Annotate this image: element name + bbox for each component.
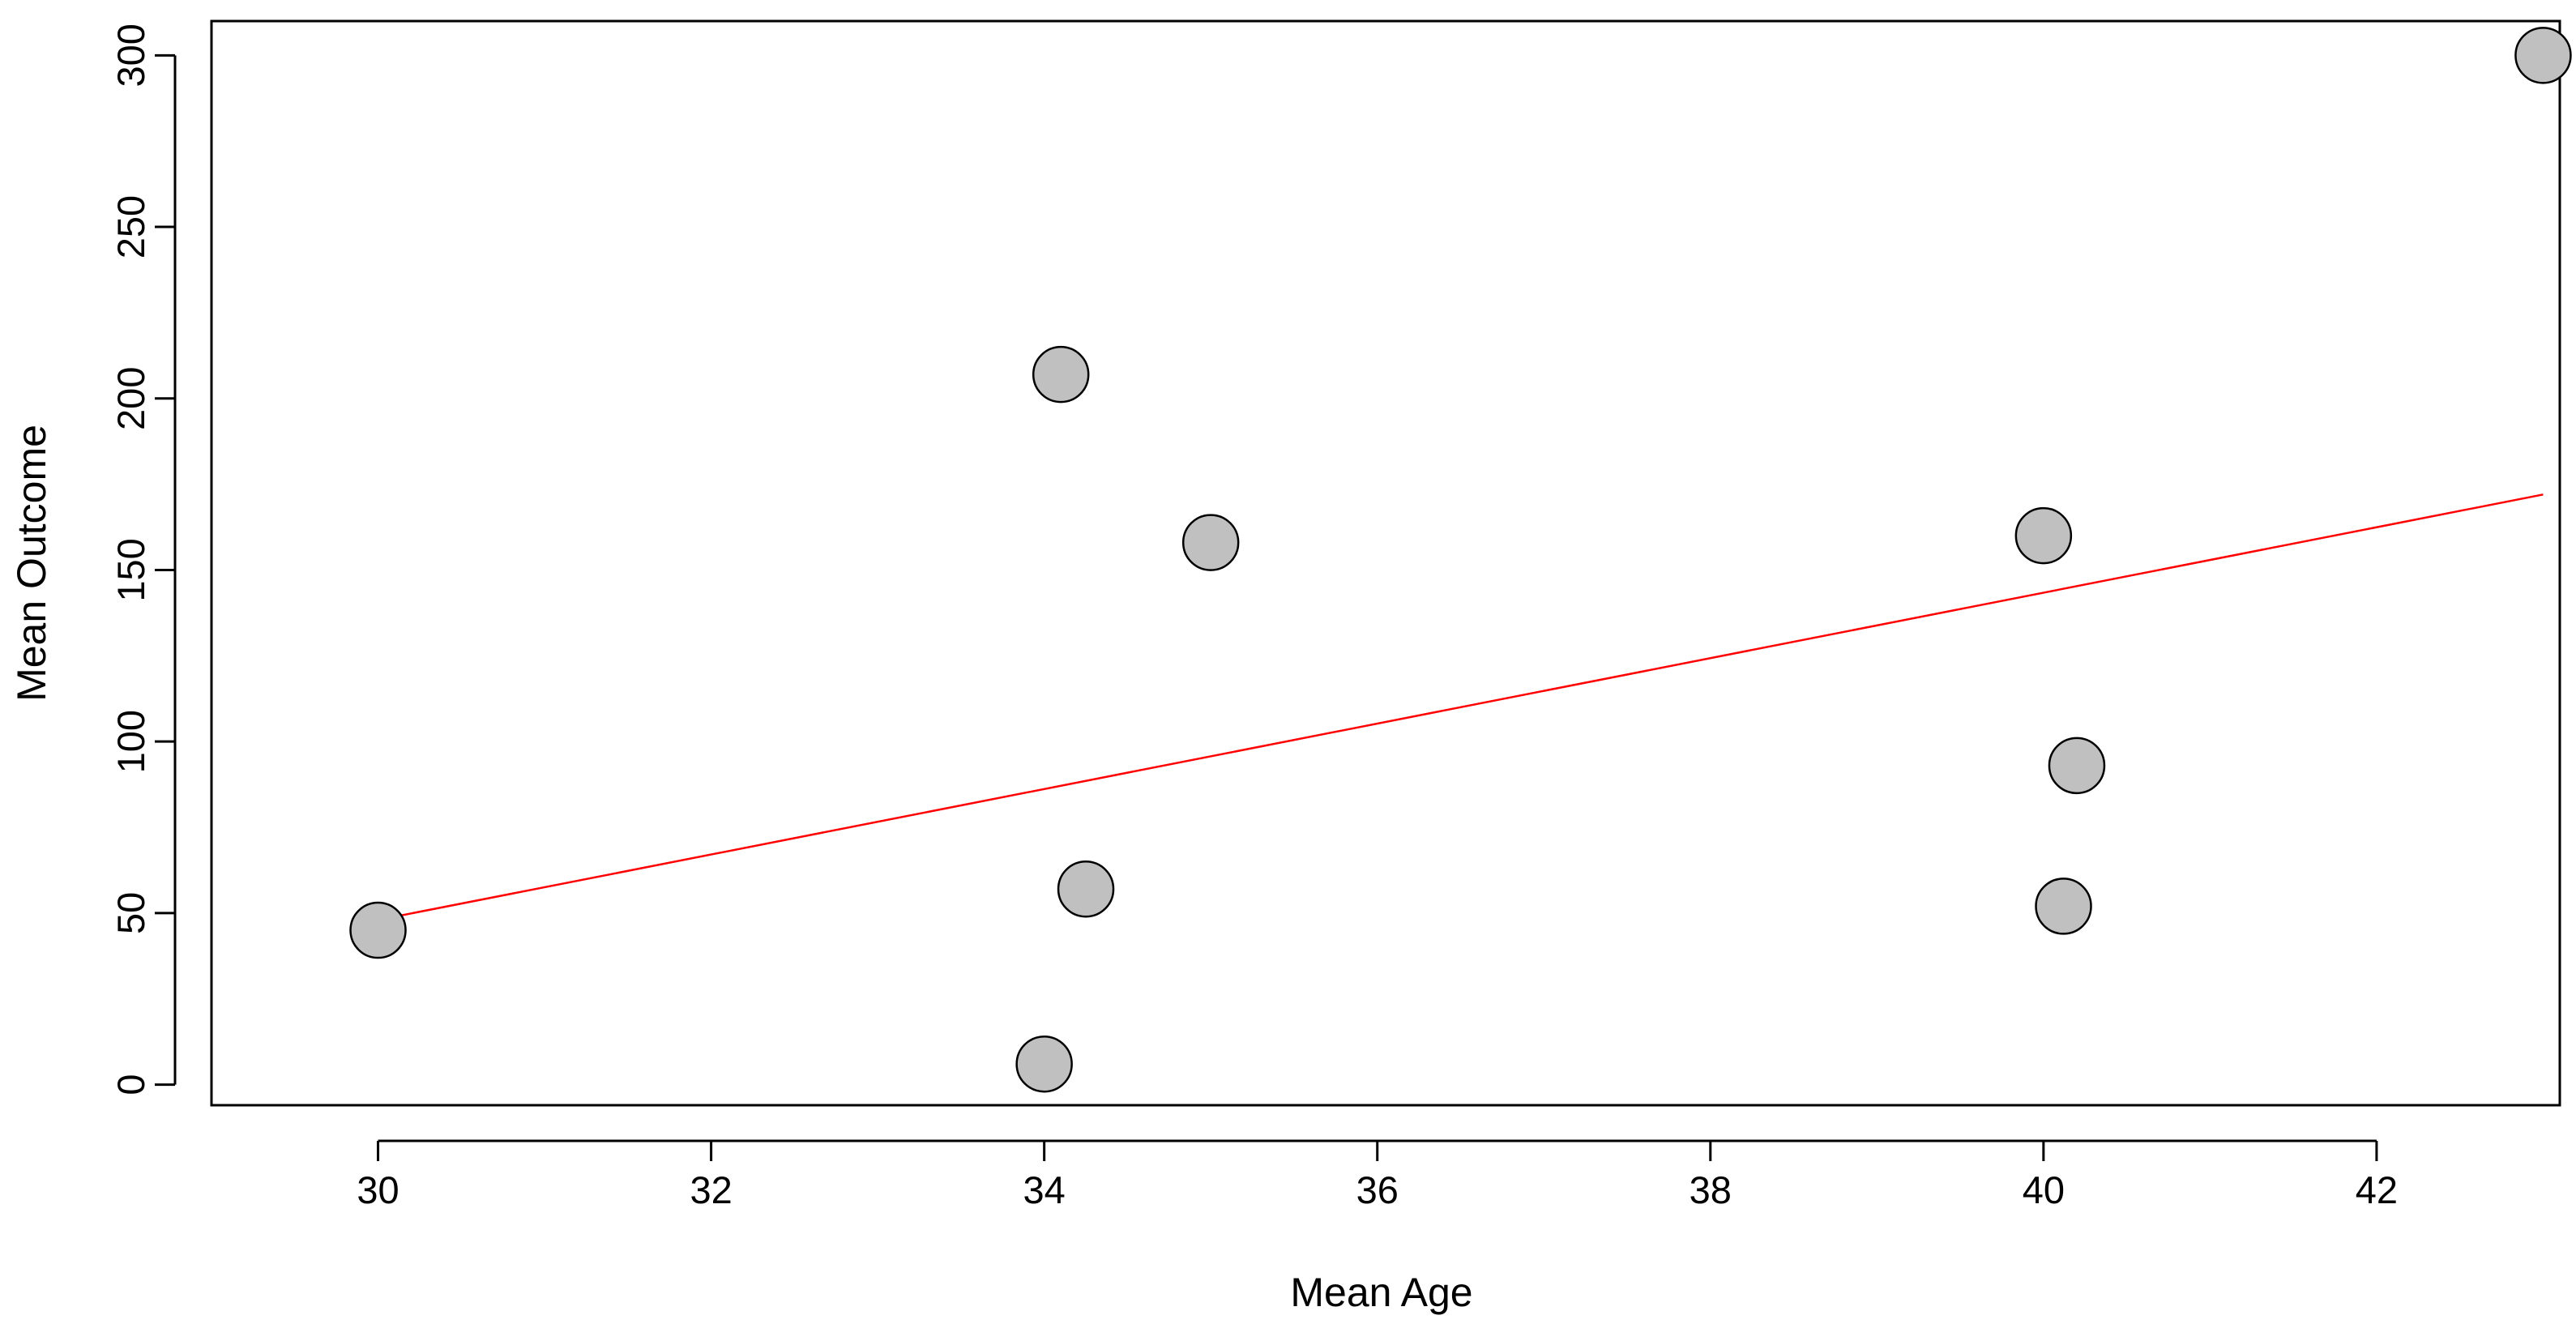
y-tick-label: 100 bbox=[109, 710, 152, 773]
x-tick-label: 40 bbox=[2023, 1168, 2065, 1211]
data-points bbox=[349, 27, 2572, 1093]
x-tick-label: 30 bbox=[357, 1168, 399, 1211]
y-tick-label: 50 bbox=[109, 892, 152, 934]
regression-line-group bbox=[378, 493, 2544, 921]
data-point bbox=[1181, 514, 1240, 571]
y-tick-label: 300 bbox=[109, 23, 152, 87]
y-axis-title: Mean Outcome bbox=[9, 425, 54, 702]
data-point bbox=[2514, 27, 2572, 84]
regression-line bbox=[378, 493, 2544, 921]
x-tick-label: 42 bbox=[2356, 1168, 2398, 1211]
data-point bbox=[2014, 506, 2073, 565]
x-axis-title: Mean Age bbox=[1290, 1270, 1472, 1315]
data-point bbox=[1032, 345, 1090, 404]
x-tick-label: 36 bbox=[1356, 1168, 1399, 1211]
data-point bbox=[1057, 860, 1115, 918]
x-tick-label: 34 bbox=[1023, 1168, 1066, 1211]
y-tick-label: 150 bbox=[109, 538, 152, 601]
y-tick-label: 250 bbox=[109, 195, 152, 258]
data-point bbox=[2048, 737, 2106, 795]
y-tick-label: 0 bbox=[109, 1074, 152, 1095]
y-tick-label: 200 bbox=[109, 367, 152, 430]
x-tick-label: 38 bbox=[1690, 1168, 1732, 1211]
data-point bbox=[2035, 878, 2092, 935]
x-axis: 30 32 34 36 38 40 42 bbox=[357, 1139, 2398, 1211]
y-axis: 0 50 100 150 200 250 300 bbox=[109, 23, 177, 1095]
x-tick-label: 32 bbox=[690, 1168, 732, 1211]
plot-frame bbox=[210, 19, 2561, 1107]
data-point bbox=[349, 901, 407, 959]
data-point bbox=[1015, 1035, 1073, 1093]
